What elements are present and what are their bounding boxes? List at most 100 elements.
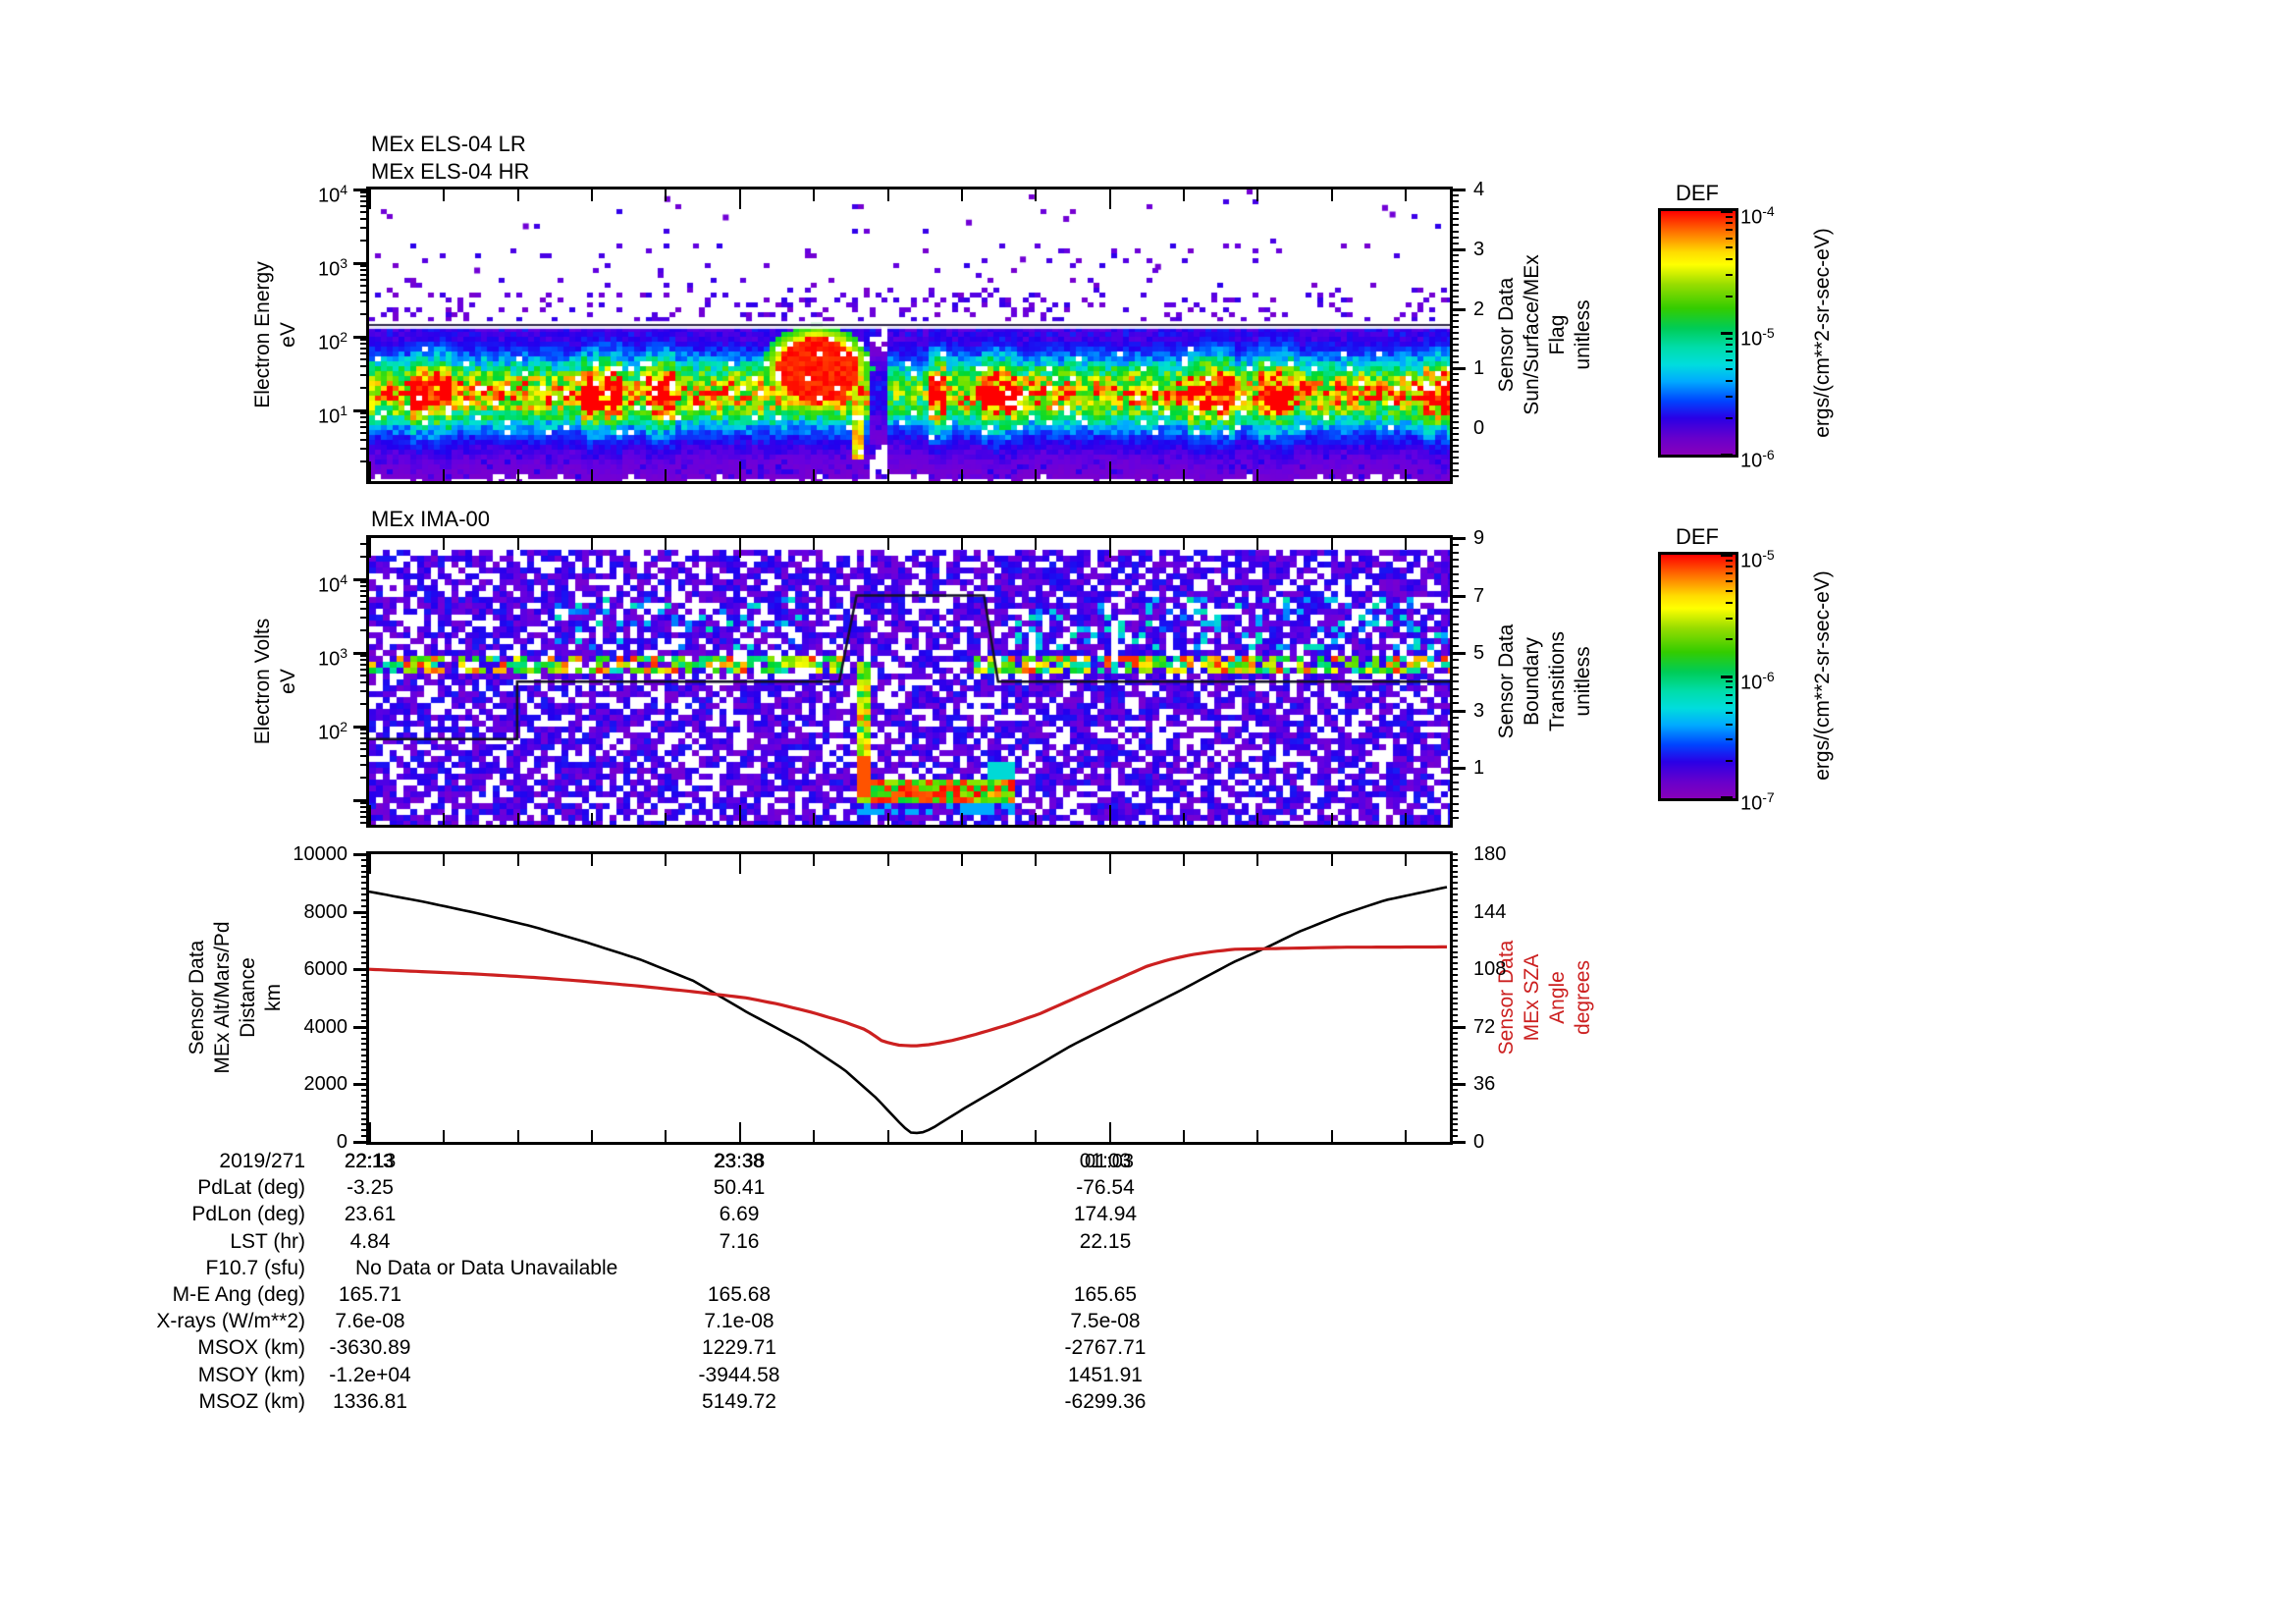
tick-mark bbox=[1450, 788, 1459, 790]
tick-mark bbox=[517, 1130, 519, 1142]
tick-mark bbox=[591, 1130, 593, 1142]
tick-mark bbox=[1450, 905, 1458, 907]
tick-mark bbox=[360, 755, 369, 757]
tick-mark bbox=[1450, 537, 1466, 540]
tick-mark bbox=[1450, 767, 1466, 770]
tick-mark bbox=[517, 189, 519, 201]
tick-mark bbox=[1450, 320, 1459, 322]
x-tick-time-label: 22:13 bbox=[344, 1150, 397, 1172]
tick-mark bbox=[1726, 618, 1733, 620]
tick-mark bbox=[360, 822, 369, 824]
tick-mark bbox=[1450, 206, 1459, 208]
ima-boundary-tick-label: 9 bbox=[1473, 527, 1485, 549]
table-cell: -3630.89 bbox=[329, 1336, 411, 1360]
els-colorbar-units: ergs/(cm**2-sr-sec-eV) bbox=[1810, 228, 1836, 438]
bottom-right-axis-label-line: degrees bbox=[1572, 960, 1594, 1035]
tick-mark bbox=[369, 1122, 371, 1142]
ima-right-axis-label-line: unitless bbox=[1572, 646, 1594, 717]
tick-mark bbox=[1450, 1107, 1458, 1109]
tick-mark bbox=[1450, 243, 1459, 244]
tick-mark bbox=[353, 1083, 369, 1086]
bottom-left-axis-label: Sensor Data MEx Alt/Mars/Pd Distance km bbox=[185, 921, 287, 1073]
tick-mark bbox=[361, 1129, 369, 1131]
tick-mark bbox=[1450, 928, 1458, 930]
tick-mark bbox=[361, 1072, 369, 1074]
tick-mark bbox=[361, 1002, 369, 1004]
tick-mark bbox=[1405, 854, 1407, 866]
els-colorbar-title: DEF bbox=[1676, 181, 1719, 205]
els-right-axis-label-line: Sun/Surface/MEx bbox=[1521, 254, 1543, 415]
tick-mark bbox=[1450, 946, 1458, 947]
tick-mark bbox=[360, 556, 369, 558]
tick-mark bbox=[961, 469, 963, 481]
els-right-axis-label-line: Sensor Data bbox=[1495, 277, 1518, 393]
y-tick-label: 104 bbox=[317, 182, 347, 207]
tick-mark bbox=[360, 191, 369, 193]
tick-mark bbox=[1450, 674, 1459, 676]
tick-mark bbox=[1450, 218, 1459, 220]
tick-mark bbox=[1450, 462, 1459, 464]
bottom-left-axis-label-line: MEx Alt/Mars/Pd bbox=[211, 921, 234, 1074]
tick-mark bbox=[1450, 817, 1459, 819]
tick-mark bbox=[353, 911, 369, 914]
tick-mark bbox=[1450, 212, 1459, 214]
tick-mark bbox=[887, 189, 889, 201]
tick-mark bbox=[1256, 189, 1258, 201]
colorbar-tick-label: 10-5 bbox=[1740, 547, 1775, 572]
tick-mark bbox=[361, 962, 369, 964]
tick-mark bbox=[887, 538, 889, 550]
tick-mark bbox=[887, 1130, 889, 1142]
tick-mark bbox=[1450, 189, 1466, 191]
tick-mark bbox=[1726, 686, 1733, 688]
tick-mark bbox=[361, 865, 369, 867]
tick-mark bbox=[1450, 688, 1459, 690]
tick-mark bbox=[1450, 1095, 1458, 1097]
tick-mark bbox=[1183, 538, 1185, 550]
table-cell: 165.65 bbox=[1073, 1283, 1138, 1306]
km-tick-label: 0 bbox=[336, 1131, 347, 1153]
tick-mark bbox=[360, 748, 369, 750]
table-cell: 7.1e-08 bbox=[704, 1310, 774, 1333]
tick-mark bbox=[360, 412, 369, 414]
tick-mark bbox=[1726, 566, 1733, 568]
tick-mark bbox=[360, 617, 369, 619]
tick-mark bbox=[360, 343, 369, 345]
tick-mark bbox=[361, 980, 369, 982]
tick-mark bbox=[1331, 813, 1333, 825]
tick-mark bbox=[360, 358, 369, 360]
ima-right-axis-label-line: Sensor Data bbox=[1495, 623, 1518, 739]
tick-mark bbox=[1256, 538, 1258, 550]
bottom-right-axis-label-line: Angle bbox=[1546, 971, 1569, 1024]
tick-mark bbox=[1450, 616, 1459, 618]
tick-mark bbox=[1256, 1130, 1258, 1142]
tick-mark bbox=[360, 664, 369, 666]
tick-mark bbox=[360, 460, 369, 462]
tick-mark bbox=[1726, 380, 1733, 382]
tick-mark bbox=[360, 669, 369, 671]
y-tick-label: 102 bbox=[317, 329, 347, 354]
tick-mark bbox=[361, 1095, 369, 1097]
tick-mark bbox=[665, 854, 667, 866]
tick-mark bbox=[813, 854, 815, 866]
tick-mark bbox=[1256, 469, 1258, 481]
tick-mark bbox=[360, 274, 369, 276]
table-row-label: MSOY (km) bbox=[197, 1363, 305, 1386]
tick-mark bbox=[1183, 1130, 1185, 1142]
tick-mark bbox=[353, 968, 369, 971]
tick-mark bbox=[1450, 544, 1459, 546]
tick-mark bbox=[360, 742, 369, 744]
tick-mark bbox=[360, 265, 369, 267]
tick-mark bbox=[353, 799, 369, 802]
tick-mark bbox=[1726, 680, 1733, 682]
tick-mark bbox=[665, 813, 667, 825]
tick-mark bbox=[360, 374, 369, 376]
tick-mark bbox=[1450, 200, 1459, 202]
tick-mark bbox=[361, 1043, 369, 1045]
tick-mark bbox=[369, 854, 371, 874]
deg-tick-label: 72 bbox=[1473, 1016, 1496, 1038]
table-cell: -6299.36 bbox=[1064, 1389, 1147, 1413]
tick-mark bbox=[591, 813, 593, 825]
tick-mark bbox=[369, 189, 371, 209]
bottom-left-axis-label-line: Sensor Data bbox=[186, 940, 208, 1055]
tick-mark bbox=[1450, 865, 1458, 867]
